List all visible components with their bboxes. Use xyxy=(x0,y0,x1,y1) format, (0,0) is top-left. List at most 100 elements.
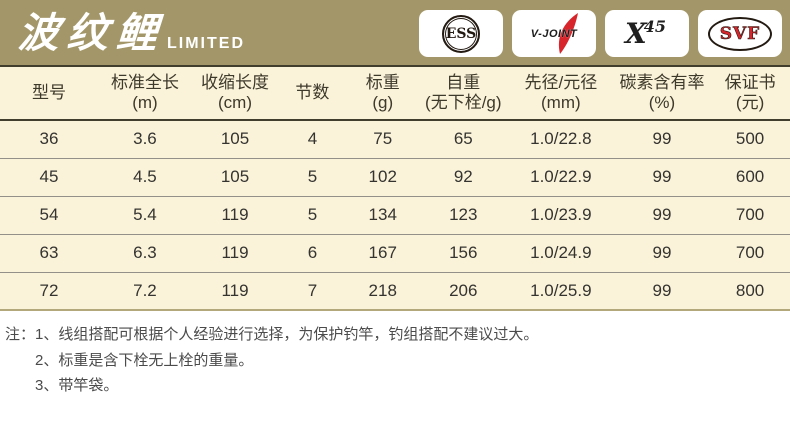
footnote-list: 1、线组搭配可根据个人经验进行选择，为保护钓竿，钓组搭配不建议过大。 2、标重是… xyxy=(35,322,538,399)
table-row: 72 7.2 119 7 218 206 1.0/25.9 99 800 xyxy=(0,272,790,311)
table-cell: 36 xyxy=(0,120,98,159)
table-cell: 206 xyxy=(418,272,508,311)
column-title: 自重 xyxy=(446,73,481,92)
technology-badges: ESS V-JOINT X 45 SVF xyxy=(419,10,782,57)
table-cell: 1.0/24.9 xyxy=(507,234,614,273)
column-header: 标重 (g) xyxy=(346,67,419,121)
table-cell: 119 xyxy=(191,272,279,311)
column-title: 保证书 xyxy=(724,73,776,92)
table-cell: 700 xyxy=(710,196,790,235)
table-cell: 99 xyxy=(613,272,711,311)
column-header: 自重 (无下栓/g) xyxy=(418,67,508,121)
table-row: 45 4.5 105 5 102 92 1.0/22.9 99 600 xyxy=(0,158,790,197)
brand-header-bar: 波纹鲤 LIMITED ESS V-JOINT X 45 SVF xyxy=(0,0,790,65)
spec-table-header-row: 型号 标准全长 (m) 收缩长度 (cm) 节数 标重 (g) 自重 (无下栓/g) 先径/元径 (m… xyxy=(0,67,790,121)
footnote-item: 3、带竿袋。 xyxy=(35,377,119,394)
table-cell: 75 xyxy=(346,120,419,159)
svf-ellipse-icon: SVF xyxy=(708,16,772,51)
x45-logo-x: X xyxy=(625,16,647,50)
table-cell: 65 xyxy=(418,120,508,159)
column-unit: (g) xyxy=(372,93,394,112)
brand-subtitle: LIMITED xyxy=(167,34,245,52)
table-cell: 54 xyxy=(0,196,98,235)
svf-logo-badge: SVF xyxy=(698,10,782,57)
table-cell: 600 xyxy=(710,158,790,197)
column-title: 先径/元径 xyxy=(524,73,598,92)
column-header: 碳素含有率 (%) xyxy=(613,67,711,121)
spec-table: 型号 标准全长 (m) 收缩长度 (cm) 节数 标重 (g) 自重 (无下栓/g) 先径/元径 (m… xyxy=(0,67,790,311)
table-cell: 123 xyxy=(418,196,508,235)
table-cell: 63 xyxy=(0,234,98,273)
table-cell: 5 xyxy=(278,196,347,235)
table-cell: 119 xyxy=(191,196,279,235)
column-unit: (%) xyxy=(648,93,676,112)
table-cell: 92 xyxy=(418,158,508,197)
table-cell: 4 xyxy=(278,120,347,159)
column-title: 收缩长度 xyxy=(201,73,269,92)
table-cell: 5 xyxy=(278,158,347,197)
table-cell: 6 xyxy=(278,234,347,273)
x45-logo-45: 45 xyxy=(643,17,666,36)
table-cell: 5.4 xyxy=(97,196,192,235)
column-header: 节数 xyxy=(278,67,347,121)
column-header: 型号 xyxy=(0,67,98,121)
brand-title: 波纹鲤 xyxy=(16,8,167,57)
table-row: 63 6.3 119 6 167 156 1.0/24.9 99 700 xyxy=(0,234,790,273)
footnotes: 注： 1、线组搭配可根据个人经验进行选择，为保护钓竿，钓组搭配不建议过大。 2、… xyxy=(0,311,790,399)
table-cell: 1.0/22.8 xyxy=(507,120,614,159)
ess-logo-text: ESS xyxy=(445,25,477,42)
table-cell: 7.2 xyxy=(97,272,192,311)
table-cell: 1.0/25.9 xyxy=(507,272,614,311)
ess-logo-badge: ESS xyxy=(419,10,503,57)
table-cell: 99 xyxy=(613,120,711,159)
table-cell: 105 xyxy=(191,120,279,159)
table-cell: 1.0/23.9 xyxy=(507,196,614,235)
column-title: 碳素含有率 xyxy=(619,73,705,92)
table-cell: 4.5 xyxy=(97,158,192,197)
column-title: 标准全长 xyxy=(110,73,179,92)
column-unit: (m) xyxy=(132,93,158,112)
ess-circle-icon: ESS xyxy=(442,14,480,53)
column-header: 标准全长 (m) xyxy=(97,67,192,121)
table-cell: 3.6 xyxy=(97,120,192,159)
table-cell: 218 xyxy=(346,272,419,311)
spec-table-section: 型号 标准全长 (m) 收缩长度 (cm) 节数 标重 (g) 自重 (无下栓/g) 先径/元径 (m… xyxy=(0,65,790,311)
column-unit: (cm) xyxy=(218,93,252,112)
column-title: 型号 xyxy=(31,83,66,102)
table-cell: 99 xyxy=(613,234,711,273)
table-cell: 45 xyxy=(0,158,98,197)
table-cell: 134 xyxy=(346,196,419,235)
table-cell: 99 xyxy=(613,196,711,235)
column-unit: (mm) xyxy=(541,93,581,112)
table-row: 36 3.6 105 4 75 65 1.0/22.8 99 500 xyxy=(0,120,790,159)
table-cell: 1.0/22.9 xyxy=(507,158,614,197)
red-swoosh-icon xyxy=(558,13,578,54)
table-cell: 156 xyxy=(418,234,508,273)
column-unit: (无下栓/g) xyxy=(425,93,502,112)
table-cell: 6.3 xyxy=(97,234,192,273)
column-title: 标重 xyxy=(365,73,400,92)
table-cell: 105 xyxy=(191,158,279,197)
x45-logo-badge: X 45 xyxy=(605,10,689,57)
v-joint-logo-badge: V-JOINT xyxy=(512,10,596,57)
column-header: 收缩长度 (cm) xyxy=(191,67,279,121)
v-joint-logo-text: V-JOINT xyxy=(530,27,578,40)
table-cell: 700 xyxy=(710,234,790,273)
table-cell: 102 xyxy=(346,158,419,197)
table-cell: 7 xyxy=(278,272,347,311)
table-cell: 99 xyxy=(613,158,711,197)
table-cell: 119 xyxy=(191,234,279,273)
table-row: 54 5.4 119 5 134 123 1.0/23.9 99 700 xyxy=(0,196,790,235)
table-cell: 72 xyxy=(0,272,98,311)
footnote-item: 2、标重是含下栓无上栓的重量。 xyxy=(35,351,254,369)
column-unit: (元) xyxy=(735,93,765,112)
footnote-item: 1、线组搭配可根据个人经验进行选择，为保护钓竿，钓组搭配不建议过大。 xyxy=(35,326,539,343)
column-header: 先径/元径 (mm) xyxy=(507,67,614,121)
table-cell: 167 xyxy=(346,234,419,273)
column-title: 节数 xyxy=(295,83,330,102)
table-cell: 500 xyxy=(710,120,790,159)
svf-logo-text: SVF xyxy=(719,23,761,44)
spec-table-body: 36 3.6 105 4 75 65 1.0/22.8 99 500 45 4.5 105 5 102 92… xyxy=(0,120,790,311)
brand: 波纹鲤 LIMITED xyxy=(16,5,245,61)
column-header: 保证书 (元) xyxy=(710,67,790,121)
